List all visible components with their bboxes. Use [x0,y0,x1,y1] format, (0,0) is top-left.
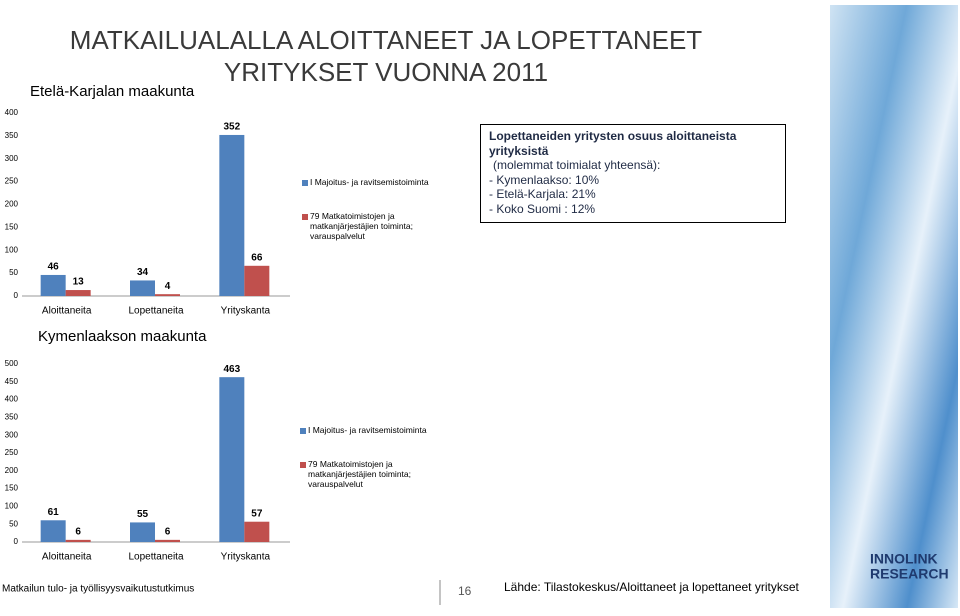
data-label: 4 [165,281,171,292]
y-tick-label: 50 [9,519,18,528]
bar [155,294,180,296]
text-line: (molemmat toimialat yhteensä): [493,158,661,172]
legend-swatch [300,462,306,468]
bar [40,520,66,542]
bar [40,274,66,296]
slide-title: YRITYKSET VUONNA 2011 [224,57,548,87]
y-tick-label: 150 [5,222,19,231]
data-label: 57 [251,508,263,519]
bar [130,522,155,542]
text-box-body: Lopettaneiden yritysten osuus aloittanei… [480,124,786,223]
text-box: Lopettaneiden yritysten osuus aloittanei… [480,124,786,223]
y-tick-label: 300 [5,154,19,163]
y-tick-label: 400 [5,108,19,117]
x-tick-label: Yrityskanta [221,552,271,563]
source: Lähde: Tilastokeskus/Aloittaneet ja lope… [504,580,800,594]
legend-entry: 79 Matkatoimistojen ja matkanjärjestäjie… [310,211,413,241]
x-tick-label: Aloittaneita [42,306,92,317]
bar [244,265,270,296]
text-line: - Etelä-Karjala: 21% [489,187,596,201]
data-label: 46 [48,262,60,273]
x-tick-label: Lopettaneita [128,552,183,563]
x-tick-label: Yrityskanta [221,306,271,317]
legend-entry: I Majoitus- ja ravitsemistoiminta [308,425,427,435]
bar [130,280,155,296]
data-label: 352 [223,122,240,133]
text-line: - Koko Suomi : 12% [489,201,596,216]
legend-label: I Majoitus- ja ravitsemistoiminta [308,425,427,435]
legend-entry: I Majoitus- ja ravitsemistoiminta [310,177,429,187]
data-label: 55 [137,509,149,520]
text-line: Lopettaneiden yritysten osuus aloittanei… [489,129,737,143]
y-tick-label: 450 [5,377,19,386]
bar [65,290,91,296]
bar [244,521,270,542]
data-label: 61 [48,507,60,518]
decorative-image [830,5,958,608]
data-label: 66 [251,252,263,263]
y-tick-label: 100 [5,502,19,511]
y-tick-label: 50 [9,268,18,277]
data-label: 34 [137,267,149,278]
y-tick-label: 250 [5,448,19,457]
legend-swatch [302,214,308,220]
y-tick-label: 0 [14,291,19,300]
slide-title: MATKAILUALALLA ALOITTANEET JA LOPETTANEE… [70,25,703,55]
bar [155,539,180,542]
y-tick-label: 200 [5,200,19,209]
y-tick-label: 100 [5,245,19,254]
legend-label: 79 Matkatoimistojen ja matkanjärjestäjie… [308,459,411,489]
y-tick-label: 400 [5,395,19,404]
y-tick-label: 350 [5,131,19,140]
data-label: 6 [165,527,171,538]
page-number: 16 [458,584,472,598]
legend-entry: 79 Matkatoimistojen ja matkanjärjestäjie… [308,459,411,489]
bar [219,134,245,296]
chart-title: Kymenlaakson maakunta [38,328,207,345]
legend-swatch [300,428,306,434]
y-tick-label: 500 [5,359,19,368]
legend-label: I Majoitus- ja ravitsemistoiminta [310,177,429,187]
x-tick-label: Lopettaneita [128,306,183,317]
y-tick-label: 200 [5,466,19,475]
bar [65,539,91,542]
text-line: - Kymenlaakso: 10% [489,172,600,187]
footer: Matkailun tulo- ja työllisyysvaikutustut… [2,584,194,595]
data-label: 13 [73,277,85,288]
bar [219,377,245,542]
legend-label: 79 Matkatoimistojen ja matkanjärjestäjie… [310,211,413,241]
y-tick-label: 0 [14,537,19,546]
y-tick-label: 300 [5,430,19,439]
x-tick-label: Aloittaneita [42,552,92,563]
legend-swatch [302,180,308,186]
y-tick-label: 350 [5,413,19,422]
logo: RESEARCH [870,566,949,582]
logo: INNOLINK [870,551,938,567]
y-tick-label: 150 [5,484,19,493]
chart-title: Etelä-Karjalan maakunta [30,83,195,100]
data-label: 6 [75,527,81,538]
y-tick-label: 250 [5,177,19,186]
text-line: yrityksistä [489,143,549,158]
data-label: 463 [223,364,240,375]
